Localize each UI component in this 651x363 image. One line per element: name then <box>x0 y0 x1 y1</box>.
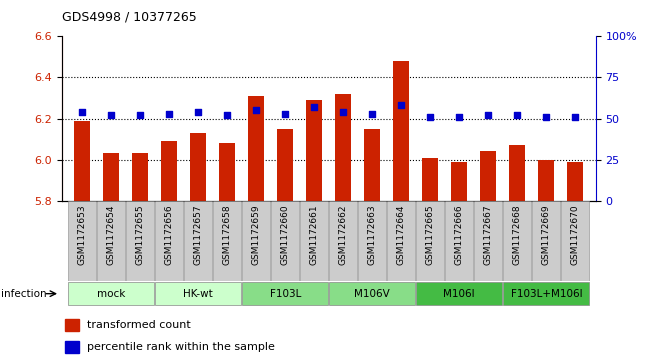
Text: GSM1172658: GSM1172658 <box>223 205 232 265</box>
Bar <box>219 143 235 201</box>
Bar <box>104 154 119 201</box>
Point <box>309 104 320 110</box>
Bar <box>242 282 328 305</box>
Text: infection: infection <box>1 289 47 299</box>
Text: GSM1172659: GSM1172659 <box>252 205 260 265</box>
Point <box>106 112 117 118</box>
Bar <box>64 319 79 331</box>
Text: GSM1172662: GSM1172662 <box>339 205 348 265</box>
Point <box>280 111 290 117</box>
Text: GSM1172660: GSM1172660 <box>281 205 290 265</box>
Point <box>164 111 174 117</box>
Bar <box>417 201 444 281</box>
Text: percentile rank within the sample: percentile rank within the sample <box>87 342 275 352</box>
Bar <box>132 154 148 201</box>
Point <box>338 109 348 115</box>
Point <box>483 112 493 118</box>
Bar <box>329 282 415 305</box>
Bar <box>538 160 554 201</box>
Text: GSM1172670: GSM1172670 <box>571 205 580 265</box>
Bar <box>190 133 206 201</box>
Text: GSM1172668: GSM1172668 <box>513 205 522 265</box>
Bar <box>503 282 589 305</box>
Point <box>222 112 232 118</box>
Text: GDS4998 / 10377265: GDS4998 / 10377265 <box>62 11 197 24</box>
Point <box>454 114 465 120</box>
Bar <box>300 201 328 281</box>
Bar <box>306 100 322 201</box>
Bar <box>509 145 525 201</box>
Text: HK-wt: HK-wt <box>184 289 213 299</box>
Text: GSM1172663: GSM1172663 <box>368 205 377 265</box>
Text: F103L+M106I: F103L+M106I <box>510 289 582 299</box>
Bar <box>568 162 583 201</box>
Bar <box>248 96 264 201</box>
Text: GSM1172666: GSM1172666 <box>455 205 464 265</box>
Bar <box>271 201 299 281</box>
Point <box>570 114 581 120</box>
Bar <box>561 201 589 281</box>
Bar <box>184 201 212 281</box>
Point <box>193 109 203 115</box>
Text: transformed count: transformed count <box>87 320 191 330</box>
Bar <box>387 201 415 281</box>
Text: GSM1172664: GSM1172664 <box>397 205 406 265</box>
Point <box>251 107 262 113</box>
Text: F103L: F103L <box>270 289 301 299</box>
Bar <box>329 201 357 281</box>
Point <box>135 112 145 118</box>
Bar <box>475 201 503 281</box>
Bar <box>417 282 503 305</box>
Text: GSM1172665: GSM1172665 <box>426 205 435 265</box>
Bar <box>74 121 90 201</box>
Bar <box>480 151 496 201</box>
Point <box>512 112 523 118</box>
Bar <box>126 201 154 281</box>
Bar <box>358 201 386 281</box>
Text: GSM1172654: GSM1172654 <box>107 205 116 265</box>
Bar <box>161 141 177 201</box>
Bar <box>445 201 473 281</box>
Bar <box>503 201 531 281</box>
Bar <box>393 61 409 201</box>
Bar <box>68 282 154 305</box>
Bar <box>335 94 352 201</box>
Text: GSM1172669: GSM1172669 <box>542 205 551 265</box>
Text: GSM1172661: GSM1172661 <box>310 205 319 265</box>
Bar <box>365 129 380 201</box>
Bar <box>64 341 79 353</box>
Text: GSM1172655: GSM1172655 <box>135 205 145 265</box>
Text: GSM1172653: GSM1172653 <box>77 205 87 265</box>
Point <box>77 109 87 115</box>
Point <box>367 111 378 117</box>
Point <box>541 114 551 120</box>
Point <box>425 114 436 120</box>
Point <box>396 102 406 108</box>
Text: GSM1172657: GSM1172657 <box>194 205 202 265</box>
Bar <box>277 129 293 201</box>
Bar <box>156 282 241 305</box>
Bar <box>451 162 467 201</box>
Bar <box>97 201 125 281</box>
Text: mock: mock <box>97 289 126 299</box>
Bar <box>422 158 438 201</box>
Bar <box>68 201 96 281</box>
Text: M106V: M106V <box>354 289 390 299</box>
Bar <box>533 201 561 281</box>
Bar <box>156 201 183 281</box>
Text: M106I: M106I <box>443 289 475 299</box>
Text: GSM1172656: GSM1172656 <box>165 205 174 265</box>
Bar <box>242 201 270 281</box>
Text: GSM1172667: GSM1172667 <box>484 205 493 265</box>
Bar <box>214 201 241 281</box>
